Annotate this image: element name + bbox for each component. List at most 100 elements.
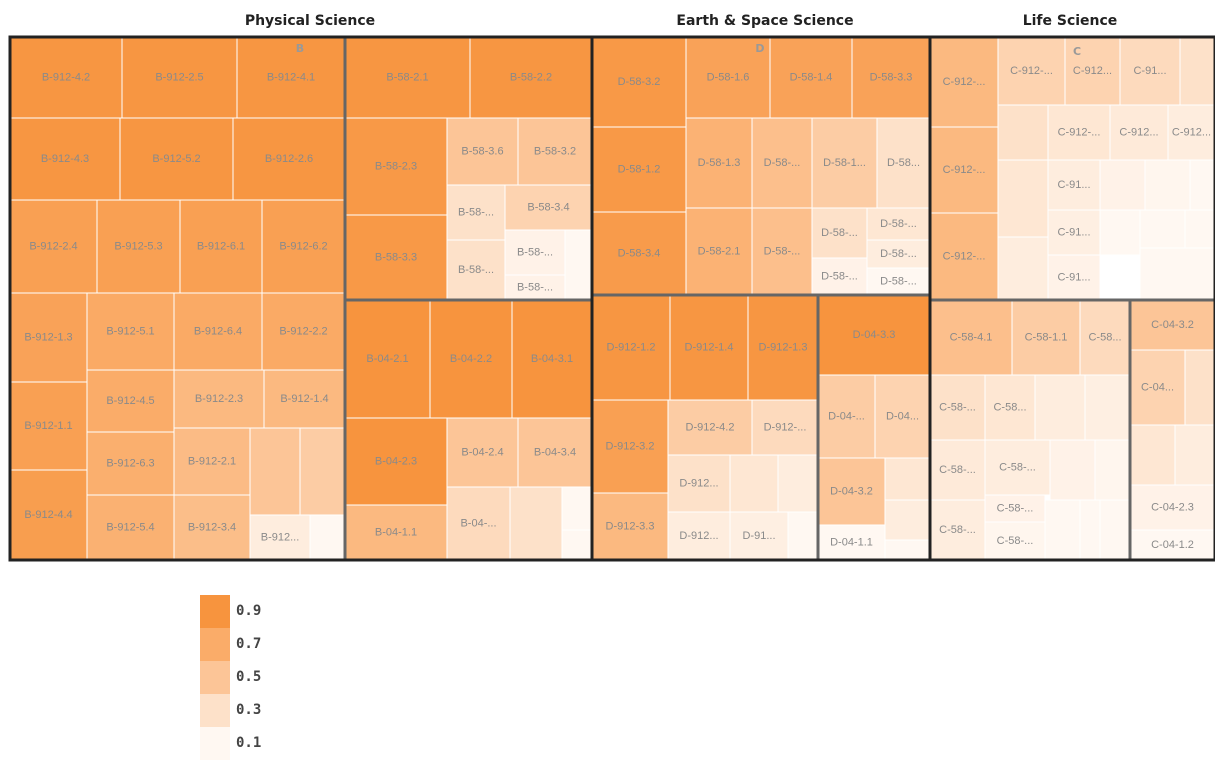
tile-label: B-912-6.2 [279,240,327,252]
tile-label: D-58-... [764,157,801,169]
tile [344,214,448,301]
tile-label: D-912-4.2 [686,421,735,433]
tile-label: D-58-1.6 [707,71,750,83]
tile-label: D-912-3.3 [606,520,655,532]
tile [9,469,88,561]
tile [751,207,813,296]
tile-label: C-58-... [939,401,976,413]
tile [564,229,593,301]
tile-label: B-58-3.2 [534,145,576,157]
legend-swatch [200,727,230,760]
tile-label: D-58-2.1 [698,245,741,257]
tile-label: B-912-2.2 [279,325,327,337]
tile [997,236,1049,301]
tile-label: B-04-... [460,517,496,529]
tile [997,159,1049,238]
tile [669,294,749,401]
tile-label: B-912-5.2 [152,153,200,165]
tile [884,457,931,501]
tile-label: D-04-3.2 [830,485,873,497]
tile-label: B-58-... [517,281,553,293]
tile-label: B-912-1.3 [24,331,72,343]
tile-label: B-58-2.1 [386,71,428,83]
tile [1167,104,1215,161]
tile-label: B-04-2.1 [366,353,408,365]
tile-label: D-04-... [828,410,865,422]
tile [511,299,593,419]
tile-label: B-912-2.4 [29,240,77,252]
tile-label: C-912... [1172,126,1211,138]
tile [997,104,1049,161]
tile [1044,499,1081,561]
tile [751,117,813,209]
section-title: Physical Science [245,13,375,29]
tile [469,36,593,119]
tile [817,457,886,526]
tile [884,499,931,541]
tile-label: B-912-2.1 [188,455,236,467]
tile-label: D-58-1.2 [618,163,661,175]
tile-label: C-58-1.1 [1025,331,1068,343]
tile-label: C-58-... [997,535,1034,547]
tile-label: C-912-... [1010,65,1053,77]
tile-label: D-58-... [880,218,917,230]
tile [685,36,771,119]
tile [929,36,999,128]
tile [1179,36,1215,106]
tile [929,212,999,301]
tile-label: C-912-... [1058,126,1101,138]
tile [96,199,181,294]
tile-label: C-58-... [997,502,1034,514]
tile-label: D-58-... [880,248,917,260]
tile-label: D-912-1.2 [607,341,656,353]
tile [1049,439,1096,501]
block-label: B [296,42,304,55]
tile [249,427,301,516]
tile-label: D-58... [887,157,920,169]
tile [1189,159,1215,211]
tile-label: B-912-6.4 [194,325,242,337]
tile [1184,349,1215,426]
tile-label: D-912-... [764,421,807,433]
tile-label: B-04-3.4 [534,446,576,458]
tile [261,199,346,294]
tile [561,529,593,561]
tile [787,511,819,561]
tile [504,274,566,301]
tile [344,117,448,216]
tile-label: C-04-2.3 [1151,501,1194,513]
tile-label: B-912-5.1 [106,325,154,337]
tile [232,117,346,201]
tile [984,439,1051,496]
tile [1079,499,1101,561]
tile-label: B-58-... [517,246,553,258]
tile-label: B-912-5.3 [114,240,162,252]
tile-label: C-58-4.1 [950,331,993,343]
tile [984,374,1036,441]
tile-label: D-04... [886,410,919,422]
legend-label: 0.7 [236,636,261,652]
tile-label: B-912-3.4 [188,521,236,533]
tile [509,486,563,561]
tile-label: D-04-1.1 [830,536,873,548]
tile-label: B-04-1.1 [375,526,417,538]
tile-label: B-04-2.2 [450,353,492,365]
tile [811,117,878,209]
tile-label: C-04-1.2 [1151,539,1194,551]
tile [173,369,265,429]
tile [1094,439,1131,501]
tile [446,117,519,186]
tile [747,294,819,401]
section-title: Earth & Space Science [676,13,853,29]
tile-label: C-58-... [939,464,976,476]
tile [1129,529,1215,561]
tile-label: D-58-3.4 [618,247,661,259]
legend-swatch [200,628,230,661]
tile [517,417,593,488]
tile [874,374,931,459]
tile [9,381,88,471]
tile-label: D-58-3.2 [618,76,661,88]
tile-label: D-04-3.3 [853,329,896,341]
tile-label: C-58... [1088,331,1121,343]
tile-label: C-912-... [943,76,986,88]
